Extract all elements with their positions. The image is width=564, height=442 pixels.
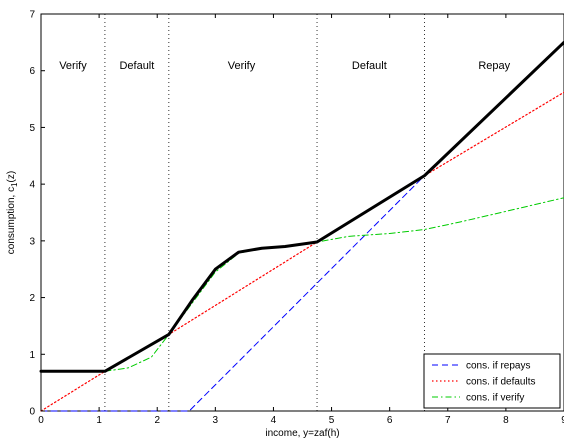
y-tick-label: 3 bbox=[29, 236, 35, 247]
legend-entries: cons. if repays cons. if defaults cons. if… bbox=[432, 361, 535, 404]
x-tick-label: 4 bbox=[271, 415, 277, 426]
region-label: Verify bbox=[228, 60, 256, 72]
y-tick-label: 4 bbox=[29, 180, 35, 191]
legend-entry-label: cons. if verify bbox=[466, 393, 524, 404]
region-label: Default bbox=[119, 60, 154, 72]
axis-ticks: 0 1 2 3 4 5 6 7 8 9 0 1 2 3 4 5 6 7 bbox=[29, 10, 564, 426]
x-tick-label: 8 bbox=[503, 415, 509, 426]
y-tick-label: 1 bbox=[29, 350, 35, 361]
region-labels: Verify Default Verify Default Repay bbox=[59, 60, 510, 72]
y-axis-label-tail: (z) bbox=[6, 171, 17, 183]
x-tick-label: 6 bbox=[387, 415, 393, 426]
y-axis-label-main: consumption, c bbox=[6, 187, 17, 254]
plot-area bbox=[40, 13, 564, 412]
x-tick-label: 0 bbox=[38, 415, 44, 426]
y-tick-label: 2 bbox=[29, 293, 35, 304]
x-axis-label: income, y=zaf(h) bbox=[265, 428, 339, 439]
x-tick-label: 9 bbox=[561, 415, 564, 426]
y-axis-label: consumption, c1(z) bbox=[6, 171, 19, 254]
y-tick-label: 6 bbox=[29, 66, 35, 77]
legend-entry-label: cons. if repays bbox=[466, 361, 530, 372]
y-axis-label-subscript: 1 bbox=[10, 182, 19, 187]
y-tick-label: 0 bbox=[29, 407, 35, 418]
x-tick-label: 3 bbox=[213, 415, 219, 426]
legend-entry-label: cons. if defaults bbox=[466, 377, 535, 388]
y-tick-label: 7 bbox=[29, 10, 35, 21]
x-tick-label: 1 bbox=[96, 415, 102, 426]
x-tick-label: 5 bbox=[329, 415, 335, 426]
region-label: Repay bbox=[478, 60, 510, 72]
legend-box bbox=[423, 353, 561, 409]
series-line bbox=[40, 91, 564, 412]
series-line bbox=[40, 41, 564, 412]
series-lines bbox=[39, 40, 564, 412]
y-tick-label: 5 bbox=[29, 123, 35, 134]
x-tick-label: 7 bbox=[445, 415, 451, 426]
series-line bbox=[39, 40, 564, 373]
x-tick-label: 2 bbox=[154, 415, 160, 426]
legend: cons. if repays cons. if defaults cons. if… bbox=[423, 353, 561, 409]
region-label: Verify bbox=[59, 60, 87, 72]
region-label: Default bbox=[352, 60, 387, 72]
